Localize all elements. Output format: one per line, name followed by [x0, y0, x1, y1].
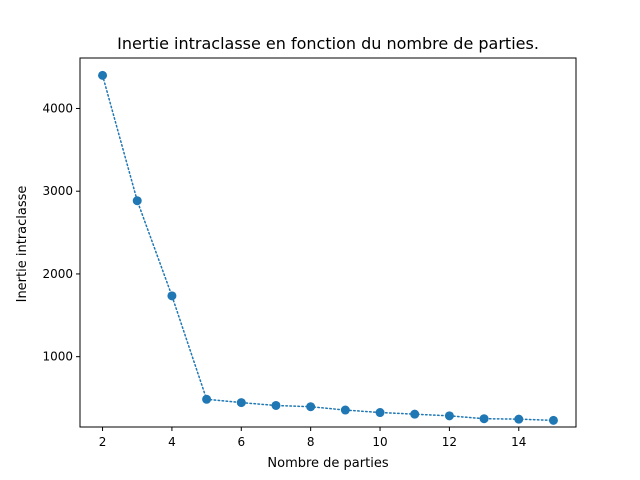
data-point	[236, 398, 246, 408]
axes-frame	[79, 57, 577, 428]
data-point	[410, 409, 420, 419]
x-axis-label: Nombre de parties	[267, 456, 388, 471]
x-tick-label: 12	[442, 435, 457, 449]
y-axis-label: Inertie intraclasse	[15, 186, 30, 303]
x-tick-label: 2	[99, 435, 107, 449]
data-point	[444, 411, 454, 421]
data-point	[202, 394, 212, 404]
y-tick-label: 4000	[42, 101, 73, 115]
data-point	[132, 196, 142, 206]
y-tick-label: 1000	[42, 350, 73, 364]
x-tick-label: 14	[511, 435, 526, 449]
x-tick-label: 4	[168, 435, 176, 449]
x-tick-label: 8	[307, 435, 315, 449]
chart-title: Inertie intraclasse en fonction du nombr…	[117, 34, 539, 53]
x-tick-label: 10	[372, 435, 387, 449]
data-point	[98, 70, 108, 80]
data-point	[375, 408, 385, 418]
data-point	[271, 400, 281, 410]
data-point	[479, 414, 489, 424]
y-tick-label: 3000	[42, 184, 73, 198]
y-tick-label: 2000	[42, 267, 73, 281]
data-point	[514, 414, 524, 424]
data-point	[340, 405, 350, 415]
x-tick-label: 6	[237, 435, 245, 449]
data-point	[167, 291, 177, 301]
series-line	[101, 74, 555, 422]
plot-area: 2 4 6 8 10 12 14 1000 2000 3000 4000	[42, 57, 577, 449]
data-point	[548, 415, 558, 425]
data-point	[306, 402, 316, 412]
